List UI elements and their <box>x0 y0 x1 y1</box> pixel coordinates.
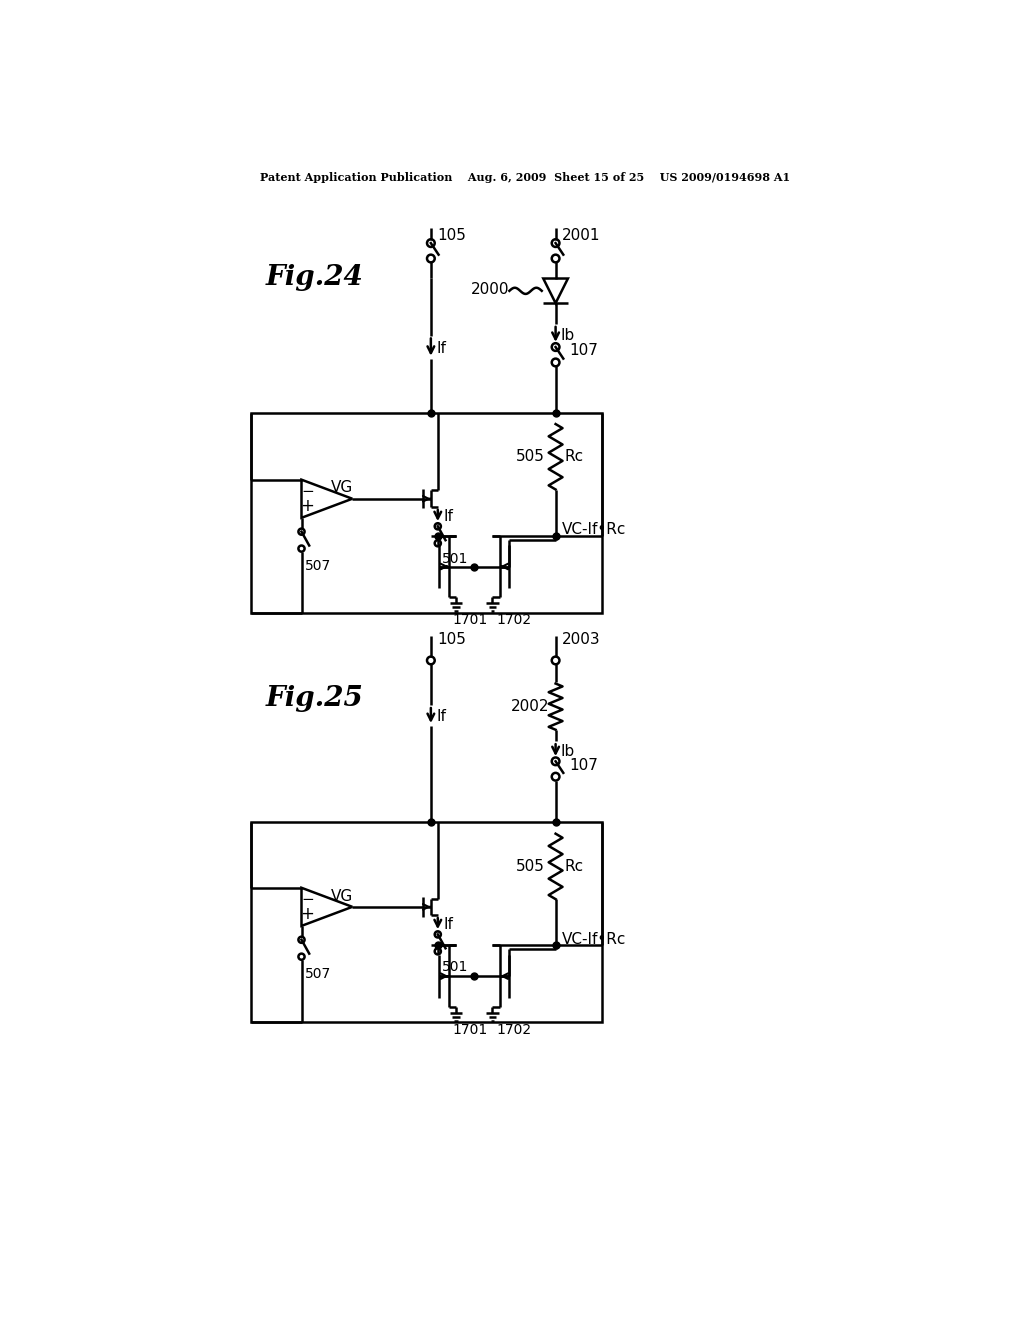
Text: 105: 105 <box>437 632 466 647</box>
Text: 1701: 1701 <box>453 614 487 627</box>
Text: 2002: 2002 <box>511 700 550 714</box>
Text: If: If <box>436 341 446 356</box>
Text: VC-If•Rc: VC-If•Rc <box>562 521 626 537</box>
Text: 507: 507 <box>305 966 332 981</box>
Text: 507: 507 <box>305 558 332 573</box>
Text: 501: 501 <box>441 960 468 974</box>
Text: If: If <box>436 709 446 725</box>
Text: 105: 105 <box>437 228 466 243</box>
Text: 505: 505 <box>515 859 545 874</box>
Text: 1701: 1701 <box>453 1023 487 1038</box>
Text: Fig.25: Fig.25 <box>265 685 364 713</box>
Text: Rc: Rc <box>565 449 584 465</box>
Text: 2000: 2000 <box>471 281 509 297</box>
Text: If: If <box>443 917 453 932</box>
Text: 1702: 1702 <box>497 1023 531 1038</box>
Text: 2003: 2003 <box>562 632 600 647</box>
Text: Fig.24: Fig.24 <box>265 264 364 292</box>
Text: 1702: 1702 <box>497 614 531 627</box>
Text: VG: VG <box>331 480 353 495</box>
Text: VG: VG <box>331 888 353 904</box>
Text: Ib: Ib <box>561 743 575 759</box>
Text: 505: 505 <box>515 449 545 465</box>
Bar <box>252 412 602 612</box>
Text: +: + <box>301 498 314 515</box>
Text: Rc: Rc <box>565 859 584 874</box>
Text: If: If <box>443 508 453 524</box>
Text: −: − <box>301 892 314 907</box>
Text: 107: 107 <box>569 343 598 359</box>
Text: 2001: 2001 <box>562 228 600 243</box>
Text: +: + <box>301 906 314 924</box>
Text: Patent Application Publication    Aug. 6, 2009  Sheet 15 of 25    US 2009/019469: Patent Application Publication Aug. 6, 2… <box>260 172 790 183</box>
Text: VC-If•Rc: VC-If•Rc <box>562 932 626 946</box>
Text: 107: 107 <box>569 758 598 772</box>
Bar <box>252 822 602 1022</box>
Text: Ib: Ib <box>561 327 575 343</box>
Text: −: − <box>301 483 314 499</box>
Text: 501: 501 <box>441 552 468 566</box>
